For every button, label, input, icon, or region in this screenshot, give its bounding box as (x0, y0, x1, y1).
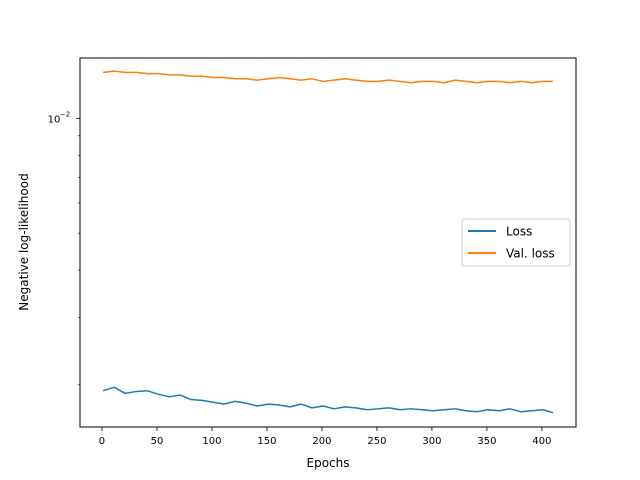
x-tick-label: 200 (312, 436, 331, 447)
legend-label-loss: Loss (506, 225, 532, 239)
x-tick-label: 150 (257, 436, 276, 447)
x-axis: 0 50 100 150 200 250 300 350 400 (99, 427, 551, 447)
y-tick-exponent: −2 (60, 110, 70, 118)
x-tick-label: 300 (422, 436, 441, 447)
x-axis-label: Epochs (307, 456, 350, 470)
x-tick-label: 250 (367, 436, 386, 447)
x-tick-label: 400 (532, 436, 551, 447)
x-tick-label: 0 (99, 436, 105, 447)
x-tick-label: 100 (202, 436, 221, 447)
series-layer (102, 70, 554, 414)
series-line-val-loss (103, 70, 553, 84)
legend-label-val-loss: Val. loss (506, 247, 555, 261)
series-line-loss (102, 386, 554, 414)
axes-frame (79, 57, 577, 428)
y-axis-label: Negative log-likelihood (17, 173, 31, 310)
x-tick-label: 50 (151, 436, 164, 447)
x-tick-label: 350 (477, 436, 496, 447)
legend: Loss Val. loss (461, 218, 571, 267)
y-tick-label: 10 (48, 114, 61, 125)
